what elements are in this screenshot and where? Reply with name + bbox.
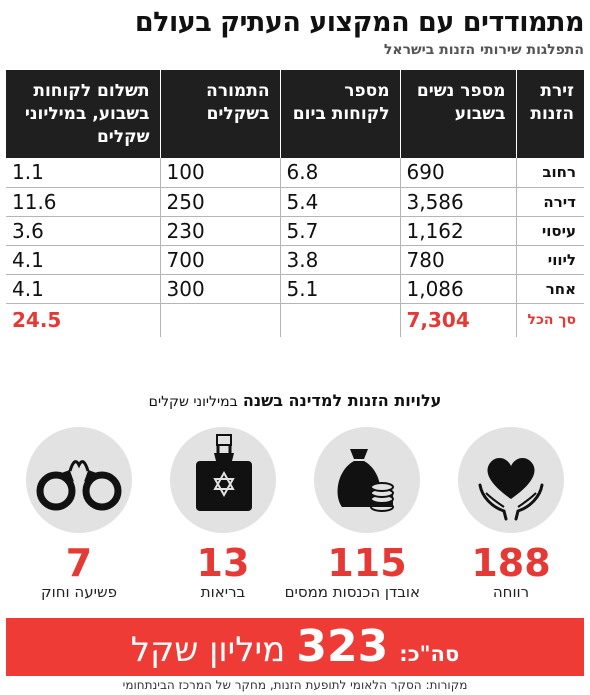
costs-title-unit: במיליוני שקלים — [148, 394, 238, 410]
cost-item-tax-loss: 115 אובדן הכנסות ממסים — [284, 427, 420, 601]
total-pay: 24.5 — [12, 308, 62, 333]
table-total-row: סך הכל 7,304 24.5 — [6, 303, 584, 337]
total-women: 7,304 — [399, 303, 516, 337]
costs-title-bold: עלויות הזנות למדינה בשנה — [242, 391, 442, 410]
cell-type: עיסוי — [515, 216, 584, 246]
header-pay: תשלום לקוחות בשבוע, במיליוני שקלים — [6, 70, 160, 158]
cell-pay: 3.6 — [6, 216, 160, 246]
total-price — [159, 303, 280, 337]
cell-type: רחוב — [515, 158, 584, 188]
cell-pay: 1.1 — [6, 158, 160, 188]
table-row: דירה 3,586 5.4 250 11.6 — [6, 187, 584, 217]
cell-type: ליווי — [515, 245, 584, 275]
handcuffs-icon — [26, 427, 132, 533]
cell-type: אחר — [515, 274, 584, 304]
total-unit: מיליון שקל — [130, 630, 286, 670]
cell-price: 100 — [159, 158, 280, 188]
cell-type: דירה — [515, 187, 584, 217]
cell-women: 1,162 — [399, 216, 516, 246]
table-row: עיסוי 1,162 5.7 230 3.6 — [6, 216, 584, 246]
cell-pay: 4.1 — [6, 274, 160, 304]
heart-hands-icon — [458, 427, 564, 533]
table-header-row: זירת הזנות מספר נשים בשבוע מספר לקוחות ב… — [6, 70, 584, 158]
cell-price: 230 — [159, 216, 280, 246]
cost-label: אובדן הכנסות ממסים — [284, 583, 420, 601]
cell-clients: 5.4 — [279, 187, 400, 217]
header-type: זירת הזנות — [515, 70, 584, 158]
cost-item-welfare: 188 רווחה — [458, 427, 564, 601]
cell-price: 700 — [159, 245, 280, 275]
costs-title: עלויות הזנות למדינה בשנה במיליוני שקלים — [0, 391, 590, 410]
cell-price: 250 — [159, 187, 280, 217]
page-subtitle: התפלגות שירותי הזנות בישראל — [383, 42, 584, 58]
cell-price: 300 — [159, 274, 280, 304]
sources-note: מקורות: הסקר הלאומי לתופעת הזנות, מחקר ש… — [122, 678, 468, 692]
cost-value: 188 — [471, 541, 551, 585]
cell-pay: 4.1 — [6, 245, 160, 275]
cost-label: פשיעה וחוק — [41, 583, 117, 601]
cost-label: רווחה — [492, 583, 530, 601]
page-title: מתמודדים עם המקצוע העתיק בעולם — [134, 7, 585, 38]
cell-clients: 5.7 — [279, 216, 400, 246]
cost-label: בריאות — [200, 583, 246, 601]
cost-value: 13 — [196, 541, 250, 585]
cost-item-crime: 7 פשיעה וחוק — [26, 427, 132, 601]
cell-clients: 3.8 — [279, 245, 400, 275]
table-row: אחר 1,086 5.1 300 4.1 — [6, 274, 584, 304]
total-label: סך הכל — [515, 303, 584, 337]
total-clients — [279, 303, 400, 337]
cell-clients: 6.8 — [279, 158, 400, 188]
header-women: מספר נשים בשבוע — [399, 70, 516, 158]
table-row: ליווי 780 3.8 700 4.1 — [6, 245, 584, 275]
cell-pay: 11.6 — [6, 187, 160, 217]
cell-women: 1,086 — [399, 274, 516, 304]
money-bag-coins-icon — [314, 427, 420, 533]
cell-women: 690 — [399, 158, 516, 188]
total-amount: 323 — [296, 621, 389, 672]
cell-clients: 5.1 — [279, 274, 400, 304]
cell-women: 780 — [399, 245, 516, 275]
prostitution-table: זירת הזנות מספר נשים בשבוע מספר לקוחות ב… — [6, 70, 584, 337]
cost-value: 7 — [65, 541, 93, 585]
header-price: התמורה בשקלים — [159, 70, 280, 158]
table-row: רחוב 690 6.8 100 1.1 — [6, 158, 584, 188]
cost-item-health: 13 בריאות — [170, 427, 276, 601]
header-clients: מספר לקוחות ביום — [279, 70, 400, 158]
cell-women: 3,586 — [399, 187, 516, 217]
medical-bag-icon — [170, 427, 276, 533]
total-cost-bar: סה"כ: 323 מיליון שקל — [6, 618, 584, 676]
total-prefix: סה"כ: — [399, 642, 460, 666]
cost-value: 115 — [327, 541, 407, 585]
